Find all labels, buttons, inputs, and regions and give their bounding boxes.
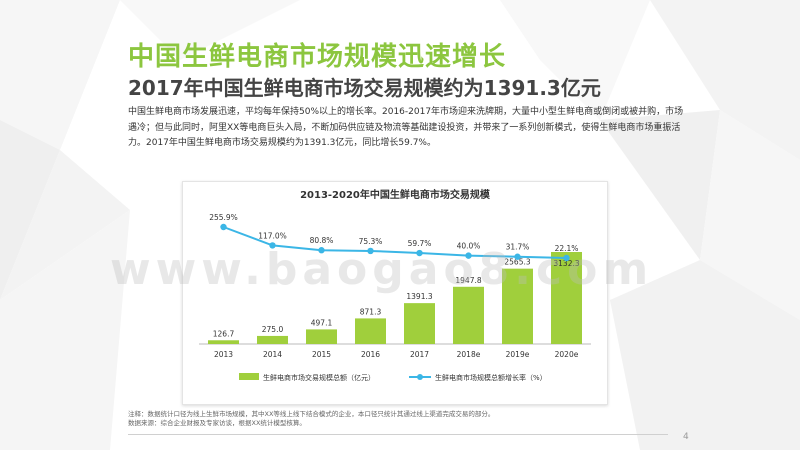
growth-rate-label: 117.0%: [258, 231, 287, 240]
growth-rate-label: 31.7%: [506, 243, 530, 252]
footnote-note: 注释：数据统计口径为线上生鲜市场规模，其中XX等线上线下结合模式的企业，本口径只…: [128, 410, 495, 418]
bar: [502, 268, 533, 344]
growth-rate-point: [465, 252, 472, 259]
growth-rate-label: 255.9%: [209, 213, 238, 222]
bar: [404, 303, 435, 344]
growth-rate-label: 59.7%: [408, 239, 432, 248]
footnotes: 注释：数据统计口径为线上生鲜市场规模，其中XX等线上线下结合模式的企业，本口径只…: [128, 410, 668, 428]
bar: [551, 252, 582, 344]
growth-rate-point: [318, 247, 325, 254]
footnote-source: 数据来源：综合企业财报及专家访谈，根据XX统计模型核算。: [128, 419, 306, 427]
bar: [453, 286, 484, 344]
bar-value-label: 126.7: [213, 329, 235, 338]
watermark: www.baogao8.com: [110, 244, 654, 295]
chart-container: 2013-2020年中国生鲜电商市场交易规模 126.7 2013 275.0 2014…: [182, 181, 608, 405]
bar-value-label: 2565.3: [504, 258, 530, 267]
x-tick-label: 2017: [410, 350, 429, 359]
x-tick-label: 2018e: [457, 350, 481, 359]
combo-chart: 2013-2020年中国生鲜电商市场交易规模 126.7 2013 275.0 2014…: [199, 188, 591, 382]
bar-value-label: 871.3: [360, 307, 382, 316]
footer-divider: [128, 434, 668, 435]
growth-rate-point: [367, 247, 374, 255]
bar: [355, 318, 386, 344]
legend-swatch-bar: [239, 373, 259, 380]
x-tick-label: 2016: [361, 350, 380, 359]
legend-swatch-point: [417, 374, 423, 380]
summary-paragraph: 中国生鲜电商市场发展迅速，平均每年保持50%以上的增长率。2016-2017年市…: [128, 107, 684, 148]
growth-rate-point: [220, 223, 227, 231]
page-number: 4: [683, 432, 689, 442]
growth-rate-point: [514, 253, 521, 260]
x-tick-label: 2020e: [555, 350, 579, 359]
bar-value-label: 275.0: [262, 325, 284, 334]
bar-value-label: 3132.3: [553, 259, 579, 268]
slide-title: 中国生鲜电商市场规模迅速增长: [128, 42, 507, 72]
growth-rate-label: 22.1%: [555, 244, 579, 253]
bar: [306, 329, 337, 344]
x-tick-label: 2013: [214, 350, 233, 359]
legend-label-line: 生鲜电商市场规模总额增长率（%）: [435, 373, 547, 382]
growth-rate-line: [223, 226, 567, 259]
growth-rate-label: 80.8%: [310, 236, 334, 245]
x-tick-label: 2014: [263, 350, 282, 359]
chart-title: 2013-2020年中国生鲜电商市场交易规模: [300, 188, 491, 201]
growth-rate-label: 40.0%: [457, 242, 481, 251]
growth-rate-point: [416, 249, 423, 257]
slide-subtitle: 2017年中国生鲜电商市场交易规模约为1391.3亿元: [128, 76, 601, 100]
legend-label-bar: 生鲜电商市场交易规模总额（亿元）: [263, 373, 375, 382]
growth-rate-label: 75.3%: [359, 237, 383, 246]
growth-rate-point: [269, 242, 276, 249]
bar-value-label: 497.1: [311, 318, 333, 327]
bar: [208, 340, 239, 344]
bar-value-label: 1391.3: [406, 292, 432, 301]
bar: [257, 335, 288, 344]
bar-value-label: 1947.8: [455, 276, 481, 285]
x-tick-label: 2019e: [506, 350, 530, 359]
growth-rate-point: [563, 254, 570, 262]
x-tick-label: 2015: [312, 350, 331, 359]
